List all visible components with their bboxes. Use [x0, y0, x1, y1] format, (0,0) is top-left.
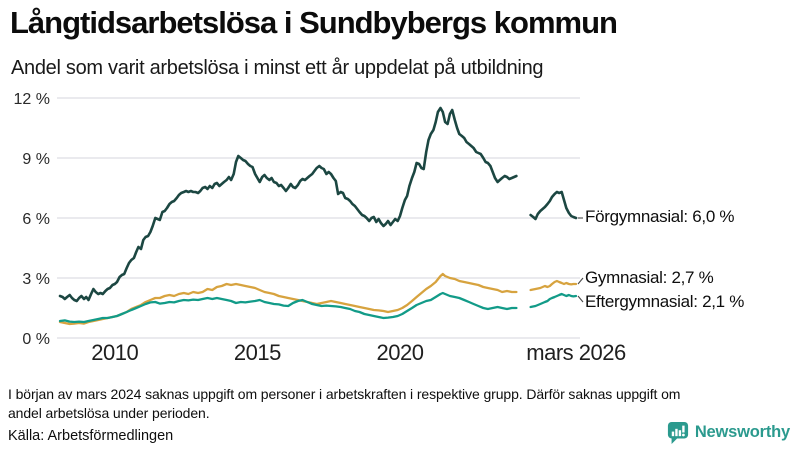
series-line-eftergymnasial [529, 292, 578, 309]
y-axis-tick-label: 9 % [22, 151, 50, 168]
chart-subtitle: Andel som varit arbetslösa i minst ett å… [11, 57, 544, 79]
series-end-label-eftergymnasial: Eftergymnasial: 2,1 % [585, 292, 745, 311]
series-line-forgymnasial [58, 106, 518, 303]
x-axis-tick-label: 2010 [91, 340, 138, 365]
y-axis-tick-label: 0 % [22, 331, 50, 348]
y-axis-tick-label: 12 % [14, 91, 50, 108]
series-line-eftergymnasial [58, 291, 518, 324]
newsworthy-wordmark: Newsworthy [694, 423, 790, 441]
footnote: I början av mars 2024 saknas uppgift om … [8, 385, 680, 423]
newsworthy-branding: Newsworthy [667, 421, 790, 444]
bar-chart-speech-bubble-icon [667, 421, 689, 444]
series-end-label-gymnasial: Gymnasial: 2,7 % [585, 268, 714, 287]
y-axis-tick-label: 6 % [22, 211, 50, 228]
source-attribution: Källa: Arbetsförmedlingen [8, 428, 174, 444]
page-title: Långtidsarbetslösa i Sundbybergs kommun [10, 5, 618, 40]
label-connector-gymnasial [577, 277, 584, 285]
x-axis-tick-label: 2015 [234, 340, 281, 365]
x-axis-tick-label: 2020 [377, 340, 424, 365]
x-axis-tick-label: mars 2026 [526, 340, 626, 365]
series-line-forgymnasial [529, 190, 578, 221]
footnote-line-2: andel arbetslösa under perioden. [8, 404, 210, 421]
footnote-line-1: I början av mars 2024 saknas uppgift om … [8, 386, 681, 402]
y-axis-tick-label: 3 % [22, 271, 50, 288]
series-end-label-forgymnasial: Förgymnasial: 6,0 % [585, 207, 735, 226]
series-line-gymnasial [529, 279, 578, 292]
series-line-gymnasial [58, 272, 518, 326]
label-connector-eftergymnasial [577, 295, 584, 303]
